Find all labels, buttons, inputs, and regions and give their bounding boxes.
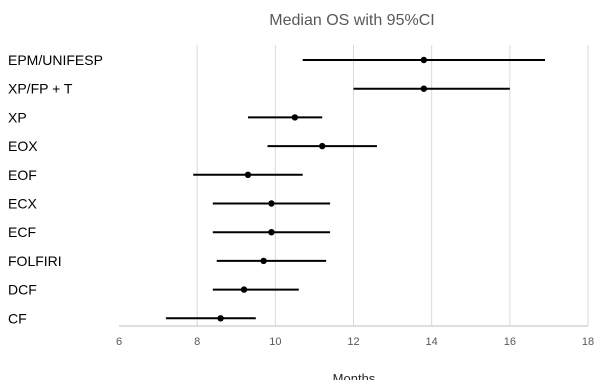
category-label: DCF	[8, 282, 37, 298]
x-tick-label: 18	[582, 336, 594, 348]
median-point	[420, 85, 428, 92]
category-label: ECF	[8, 224, 36, 240]
interval-marks	[165, 56, 546, 322]
chart-title: Median OS with 95%CI	[269, 12, 434, 29]
median-point	[420, 56, 428, 64]
x-tick-label: 6	[116, 336, 122, 348]
x-tick-label: 8	[194, 336, 200, 348]
category-label: EPM/UNIFESP	[8, 52, 103, 68]
median-point	[319, 142, 326, 150]
median-point	[260, 257, 267, 265]
category-label: XP	[8, 109, 27, 125]
x-tick-label: 10	[269, 336, 281, 348]
category-label: EOX	[8, 138, 38, 154]
median-point	[268, 200, 275, 207]
median-point	[217, 315, 224, 322]
category-label: CF	[8, 310, 27, 326]
category-label: XP/FP + T	[8, 81, 73, 97]
x-tick-labels: 6 8 10 12 14 16 18	[116, 336, 594, 348]
grid-lines	[196, 45, 589, 326]
x-tick-label: 14	[426, 336, 438, 348]
category-label: FOLFIRI	[8, 253, 62, 269]
x-tick-label: 12	[347, 336, 359, 348]
category-labels: EPM/UNIFESP XP/FP + T XP EOX EOF ECX ECF FOLFIR…	[8, 52, 103, 326]
x-tick-label: 16	[504, 336, 516, 348]
median-point	[268, 229, 275, 236]
x-axis-label: Months	[333, 371, 376, 380]
category-label: ECX	[8, 196, 37, 212]
category-label: EOF	[8, 167, 37, 183]
median-point	[291, 114, 299, 121]
median-point	[244, 171, 252, 178]
median-point	[240, 286, 248, 293]
